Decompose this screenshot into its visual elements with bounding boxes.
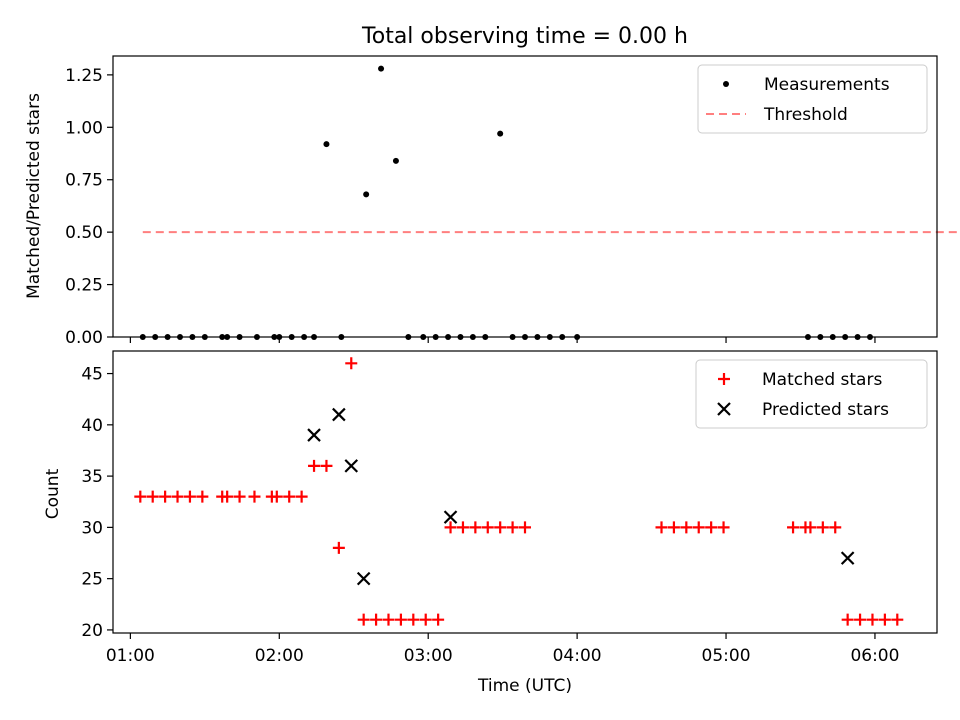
legend-predicted-swatch <box>717 402 731 416</box>
y-tick-label: 20 <box>81 621 103 641</box>
y-tick-label: 0.75 <box>65 171 103 191</box>
matched-star-point <box>146 490 159 503</box>
legend-label: Measurements <box>764 75 890 95</box>
x-tick-label: 01:00 <box>106 646 155 666</box>
matched-star-point <box>481 521 494 534</box>
matched-star-point <box>804 521 817 534</box>
matched-star-point <box>270 490 283 503</box>
matched-star-point <box>196 490 209 503</box>
matched-star-point <box>667 521 680 534</box>
matched-star-point <box>866 613 879 626</box>
matched-star-point <box>829 521 842 534</box>
measurement-point <box>497 130 504 137</box>
predicted-star-point <box>443 510 458 524</box>
matched-star-point <box>444 521 457 534</box>
matched-star-point <box>519 521 531 534</box>
y-tick-label: 45 <box>81 365 103 385</box>
predicted-star-point <box>344 459 359 473</box>
matched-star-point <box>419 613 432 626</box>
measurement-point <box>323 141 330 148</box>
matched-star-point <box>469 521 482 534</box>
y-tick-label: 25 <box>81 570 103 590</box>
y-tick-label: 1.25 <box>65 66 103 86</box>
matched-star-point <box>705 521 718 534</box>
y-tick-label: 40 <box>81 416 103 436</box>
matched-star-point <box>692 521 705 534</box>
matched-star-point <box>134 490 147 503</box>
matched-star-point <box>816 521 829 534</box>
matched-star-point <box>680 521 693 534</box>
matched-star-point <box>221 490 234 503</box>
x-axis-label: Time (UTC) <box>477 676 572 696</box>
matched-star-point <box>841 613 854 626</box>
matched-star-point <box>854 613 867 626</box>
x-tick-label: 03:00 <box>404 646 453 666</box>
matched-star-point <box>456 521 469 534</box>
matched-star-point <box>183 490 196 503</box>
y-tick-label: 0.50 <box>65 223 103 243</box>
predicted-star-point <box>840 551 855 565</box>
bottom-panel: 20 25 30 35 40 45 01:00 02:00 03:00 04:00 05:00 06:… <box>81 350 938 666</box>
x-tick-label: 06:00 <box>850 646 899 666</box>
matched-star-point <box>717 521 730 534</box>
axes-frame <box>112 350 938 634</box>
matched-star-point <box>248 490 261 503</box>
matched-star-point <box>891 613 904 626</box>
y-tick-label: 0.00 <box>65 328 103 348</box>
top-panel: 0.00 0.25 0.50 0.75 1.00 1.25 Measurements Thre… <box>65 55 960 348</box>
matched-star-point <box>407 613 420 626</box>
x-tick-label: 05:00 <box>702 646 751 666</box>
matched-star-point <box>332 541 345 554</box>
matched-star-point <box>878 613 891 626</box>
matched-star-point <box>159 490 172 503</box>
top-y-axis-label: Matched/Predicted stars <box>24 93 44 299</box>
matched-star-point <box>655 521 668 534</box>
chart-title: Total observing time = 0.00 h <box>361 24 688 49</box>
x-tick-label: 02:00 <box>255 646 304 666</box>
matched-star-point <box>787 521 800 534</box>
measurement-point <box>378 65 385 72</box>
matched-star-point <box>295 490 308 503</box>
measurement-point <box>392 157 399 164</box>
matched-star-point <box>320 459 333 472</box>
legend-box <box>697 64 928 134</box>
axes-frame <box>112 55 938 338</box>
matched-star-point <box>233 490 246 503</box>
matched-star-point <box>345 357 358 370</box>
matched-star-point <box>394 613 407 626</box>
bottom-y-axis-label: Count <box>43 468 63 519</box>
legend-label: Matched stars <box>762 370 882 390</box>
predicted-star-point <box>356 571 371 586</box>
legend-label: Predicted stars <box>762 400 889 420</box>
predicted-star-point <box>332 407 346 422</box>
matched-star-point <box>308 459 321 472</box>
legend-label: Threshold <box>763 105 848 125</box>
matched-star-point <box>370 613 383 626</box>
legend-box <box>695 359 928 429</box>
y-tick-label: 35 <box>81 467 103 487</box>
matched-star-point <box>506 521 519 534</box>
x-tick-label: 04:00 <box>553 646 602 666</box>
y-tick-label: 30 <box>81 518 103 538</box>
matched-star-point <box>283 490 296 503</box>
predicted-star-point <box>307 428 321 442</box>
measurement-point <box>363 191 370 198</box>
matched-star-point <box>382 613 395 626</box>
y-tick-label: 0.25 <box>65 276 103 296</box>
matched-star-point <box>357 613 370 626</box>
legend-matched-swatch <box>718 373 730 385</box>
matched-star-point <box>494 521 507 534</box>
legend-measurement-swatch <box>723 81 729 87</box>
y-tick-label: 1.00 <box>65 118 103 138</box>
matched-star-point <box>432 613 445 626</box>
matched-star-point <box>171 490 184 503</box>
